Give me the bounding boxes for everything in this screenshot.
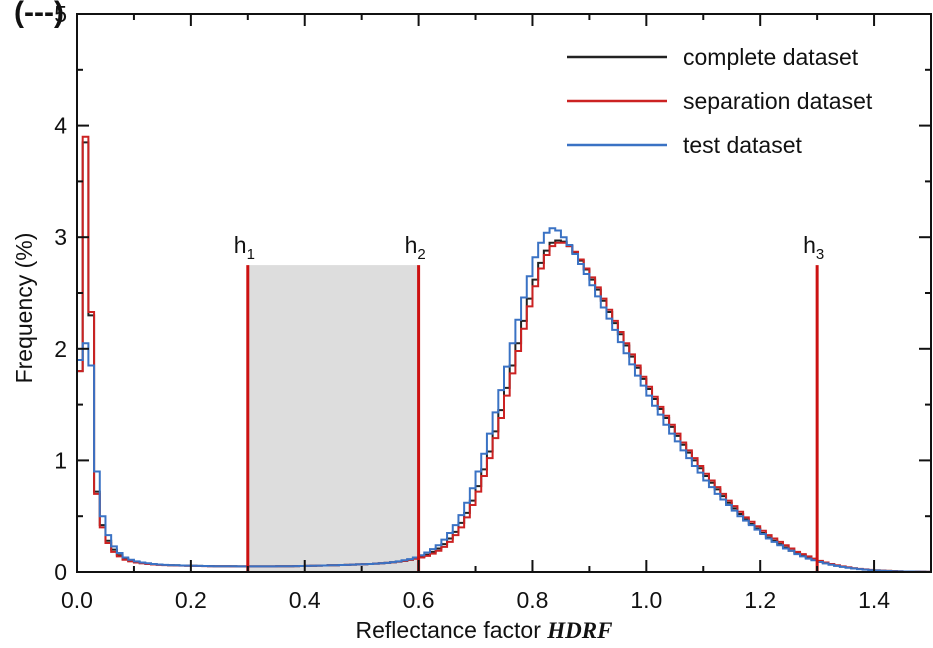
threshold-label-3: h3 xyxy=(803,232,824,263)
x-tick-label: 0.0 xyxy=(61,587,93,613)
x-tick-label: 1.2 xyxy=(744,587,776,613)
x-tick-label: 0.4 xyxy=(289,587,321,613)
y-tick-label: 3 xyxy=(54,224,67,250)
series-line-test-dataset xyxy=(77,227,931,573)
x-axis-title-prefix: Reflectance factor xyxy=(356,617,548,643)
shaded-region xyxy=(247,265,419,572)
legend-label-1: complete dataset xyxy=(683,44,859,70)
series-line-complete-dataset xyxy=(77,141,931,573)
x-axis-title-hdrf: HDRF xyxy=(546,618,612,643)
title-fragment: (---) xyxy=(14,0,64,29)
y-axis-title: Frequency (%) xyxy=(11,233,37,384)
x-axis-title: Reflectance factor HDRF xyxy=(356,617,613,643)
y-tick-label: 2 xyxy=(54,336,67,362)
shaded-region-layer xyxy=(247,265,419,572)
x-tick-label: 0.8 xyxy=(516,587,548,613)
ticks-layer: 0.0 0.2 0.4 0.6 0.8 1.0 1.2 1.4 0 1 2 3 4 5 xyxy=(54,1,931,613)
x-tick-label: 0.2 xyxy=(175,587,207,613)
x-tick-label: 1.0 xyxy=(630,587,662,613)
threshold-label-1: h1 xyxy=(234,232,255,263)
y-tick-label: 5 xyxy=(54,1,67,27)
legend-label-2: separation dataset xyxy=(683,88,873,114)
x-tick-label: 0.6 xyxy=(403,587,435,613)
y-tick-label: 4 xyxy=(54,113,67,139)
x-tick-label: 1.4 xyxy=(858,587,890,613)
legend-label-3: test dataset xyxy=(683,132,803,158)
series-line-separation-dataset xyxy=(77,135,931,573)
series-layer xyxy=(77,135,931,573)
y-tick-label: 1 xyxy=(54,447,67,473)
y-tick-label: 0 xyxy=(54,559,67,585)
legend: complete dataset separation dataset test d… xyxy=(567,44,873,158)
threshold-label-2: h2 xyxy=(405,232,426,263)
threshold-layer: h1 h2 h3 xyxy=(234,232,824,572)
